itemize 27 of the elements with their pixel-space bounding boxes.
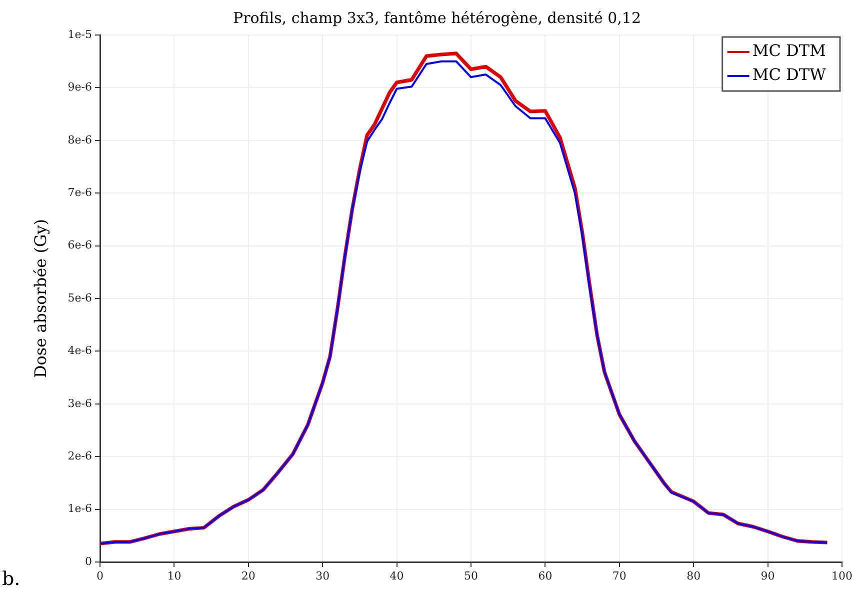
y-tick-label: 9e-6 — [68, 80, 92, 94]
x-tick-label: 70 — [612, 569, 626, 582]
x-tick-label: 50 — [464, 569, 478, 582]
y-axis-title: Dose absorbée (Gy) — [30, 218, 50, 378]
y-tick-label: 0 — [85, 554, 92, 568]
x-tick-label: 60 — [538, 569, 552, 582]
y-tick-label: 1e-6 — [68, 502, 92, 516]
y-tick-label: 2e-6 — [68, 449, 92, 462]
y-tick-label: 3e-6 — [68, 396, 92, 410]
legend-label: MC DTW — [752, 65, 827, 84]
y-tick-label: 1e-5 — [68, 28, 92, 41]
x-tick-label: 80 — [686, 569, 701, 582]
x-tick-label: 40 — [390, 569, 404, 582]
x-tick-label: 90 — [760, 569, 775, 582]
text: b. — [2, 568, 20, 590]
y-tick-label: 4e-6 — [68, 344, 92, 358]
chart-title: Profils, champ 3x3, fantôme hétérogène, densité 0,12 — [233, 8, 641, 27]
x-tick-label: 20 — [241, 569, 256, 582]
y-tick-label: 5e-6 — [68, 291, 92, 304]
x-tick-label: 10 — [167, 569, 182, 582]
x-tick-label: 0 — [96, 569, 104, 582]
legend-label: MC DTM — [752, 41, 826, 60]
y-tick-label: 6e-6 — [68, 238, 92, 252]
y-tick-label: 8e-6 — [68, 133, 92, 146]
y-tick-label: 7e-6 — [68, 186, 92, 199]
x-tick-label: 100 — [832, 569, 852, 582]
x-tick-label: 30 — [316, 569, 330, 582]
